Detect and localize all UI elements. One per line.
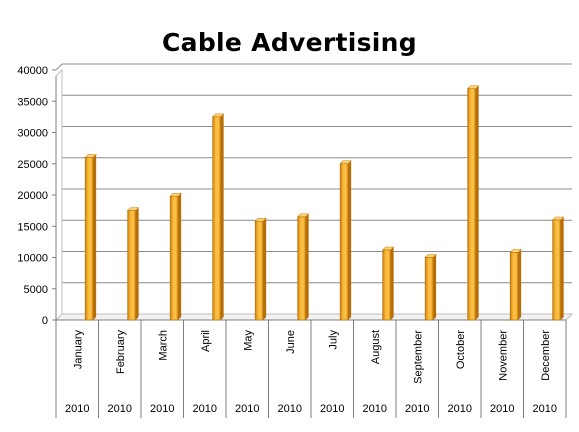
x-group-label: 2010 bbox=[405, 403, 429, 415]
gridline-side bbox=[55, 63, 63, 71]
y-tick-label: 5000 bbox=[24, 284, 48, 296]
x-category-label: March bbox=[157, 330, 169, 361]
x-category-label: July bbox=[327, 330, 339, 350]
bar-side bbox=[263, 218, 267, 320]
bar-july bbox=[339, 163, 349, 321]
x-category-label: February bbox=[115, 330, 127, 375]
bar-may bbox=[254, 220, 264, 321]
bar-june bbox=[297, 216, 306, 321]
y-tick-label: 20000 bbox=[17, 190, 48, 202]
y-tick-label: 35000 bbox=[17, 96, 48, 108]
bar-side bbox=[518, 249, 522, 320]
bar-november bbox=[509, 252, 519, 321]
x-category-label: September bbox=[412, 330, 424, 384]
x-category-label: June bbox=[285, 330, 297, 354]
bar-side bbox=[433, 254, 437, 320]
x-group-label: 2010 bbox=[320, 403, 344, 415]
y-tick-label: 25000 bbox=[17, 159, 48, 171]
bar-april bbox=[212, 116, 221, 321]
x-category-label: November bbox=[497, 330, 509, 381]
y-tick-label: 0 bbox=[42, 315, 48, 327]
bar-side bbox=[220, 113, 224, 320]
bar-side bbox=[93, 154, 97, 320]
bar-august bbox=[382, 249, 391, 321]
bar-side bbox=[305, 213, 309, 320]
bar-october bbox=[467, 88, 476, 321]
x-group-label: 2010 bbox=[65, 403, 89, 415]
x-group-label: 2010 bbox=[490, 403, 514, 415]
x-category-label: May bbox=[242, 330, 254, 351]
x-category-label: January bbox=[72, 330, 84, 370]
bar-december bbox=[552, 219, 561, 321]
x-group-label: 2010 bbox=[448, 403, 472, 415]
bar-side bbox=[135, 207, 139, 320]
x-category-label: October bbox=[455, 330, 467, 369]
x-group-label: 2010 bbox=[363, 403, 387, 415]
y-tick-label: 30000 bbox=[17, 128, 48, 140]
bar-january bbox=[84, 157, 94, 321]
bar-september bbox=[424, 257, 434, 321]
x-group-label: 2010 bbox=[108, 403, 132, 415]
y-tick-label: 40000 bbox=[17, 65, 48, 77]
bar-february bbox=[127, 210, 136, 321]
bar-march bbox=[169, 195, 179, 321]
bar-side bbox=[475, 85, 479, 320]
x-group-label: 2010 bbox=[235, 403, 259, 415]
x-category-label: April bbox=[200, 330, 212, 352]
bar-side bbox=[560, 217, 564, 320]
bar-side bbox=[348, 160, 352, 320]
y-tick-label: 10000 bbox=[17, 253, 48, 265]
x-category-label: December bbox=[540, 330, 552, 381]
x-group-label: 2010 bbox=[278, 403, 302, 415]
bar-side bbox=[390, 247, 394, 320]
y-tick-label: 15000 bbox=[17, 221, 48, 233]
x-group-label: 2010 bbox=[533, 403, 557, 415]
x-category-label: August bbox=[370, 330, 382, 364]
x-group-label: 2010 bbox=[193, 403, 217, 415]
side-wall bbox=[55, 68, 63, 322]
chart-title: Cable Advertising bbox=[162, 28, 417, 57]
bar-side bbox=[178, 193, 182, 320]
x-group-label: 2010 bbox=[150, 403, 174, 415]
